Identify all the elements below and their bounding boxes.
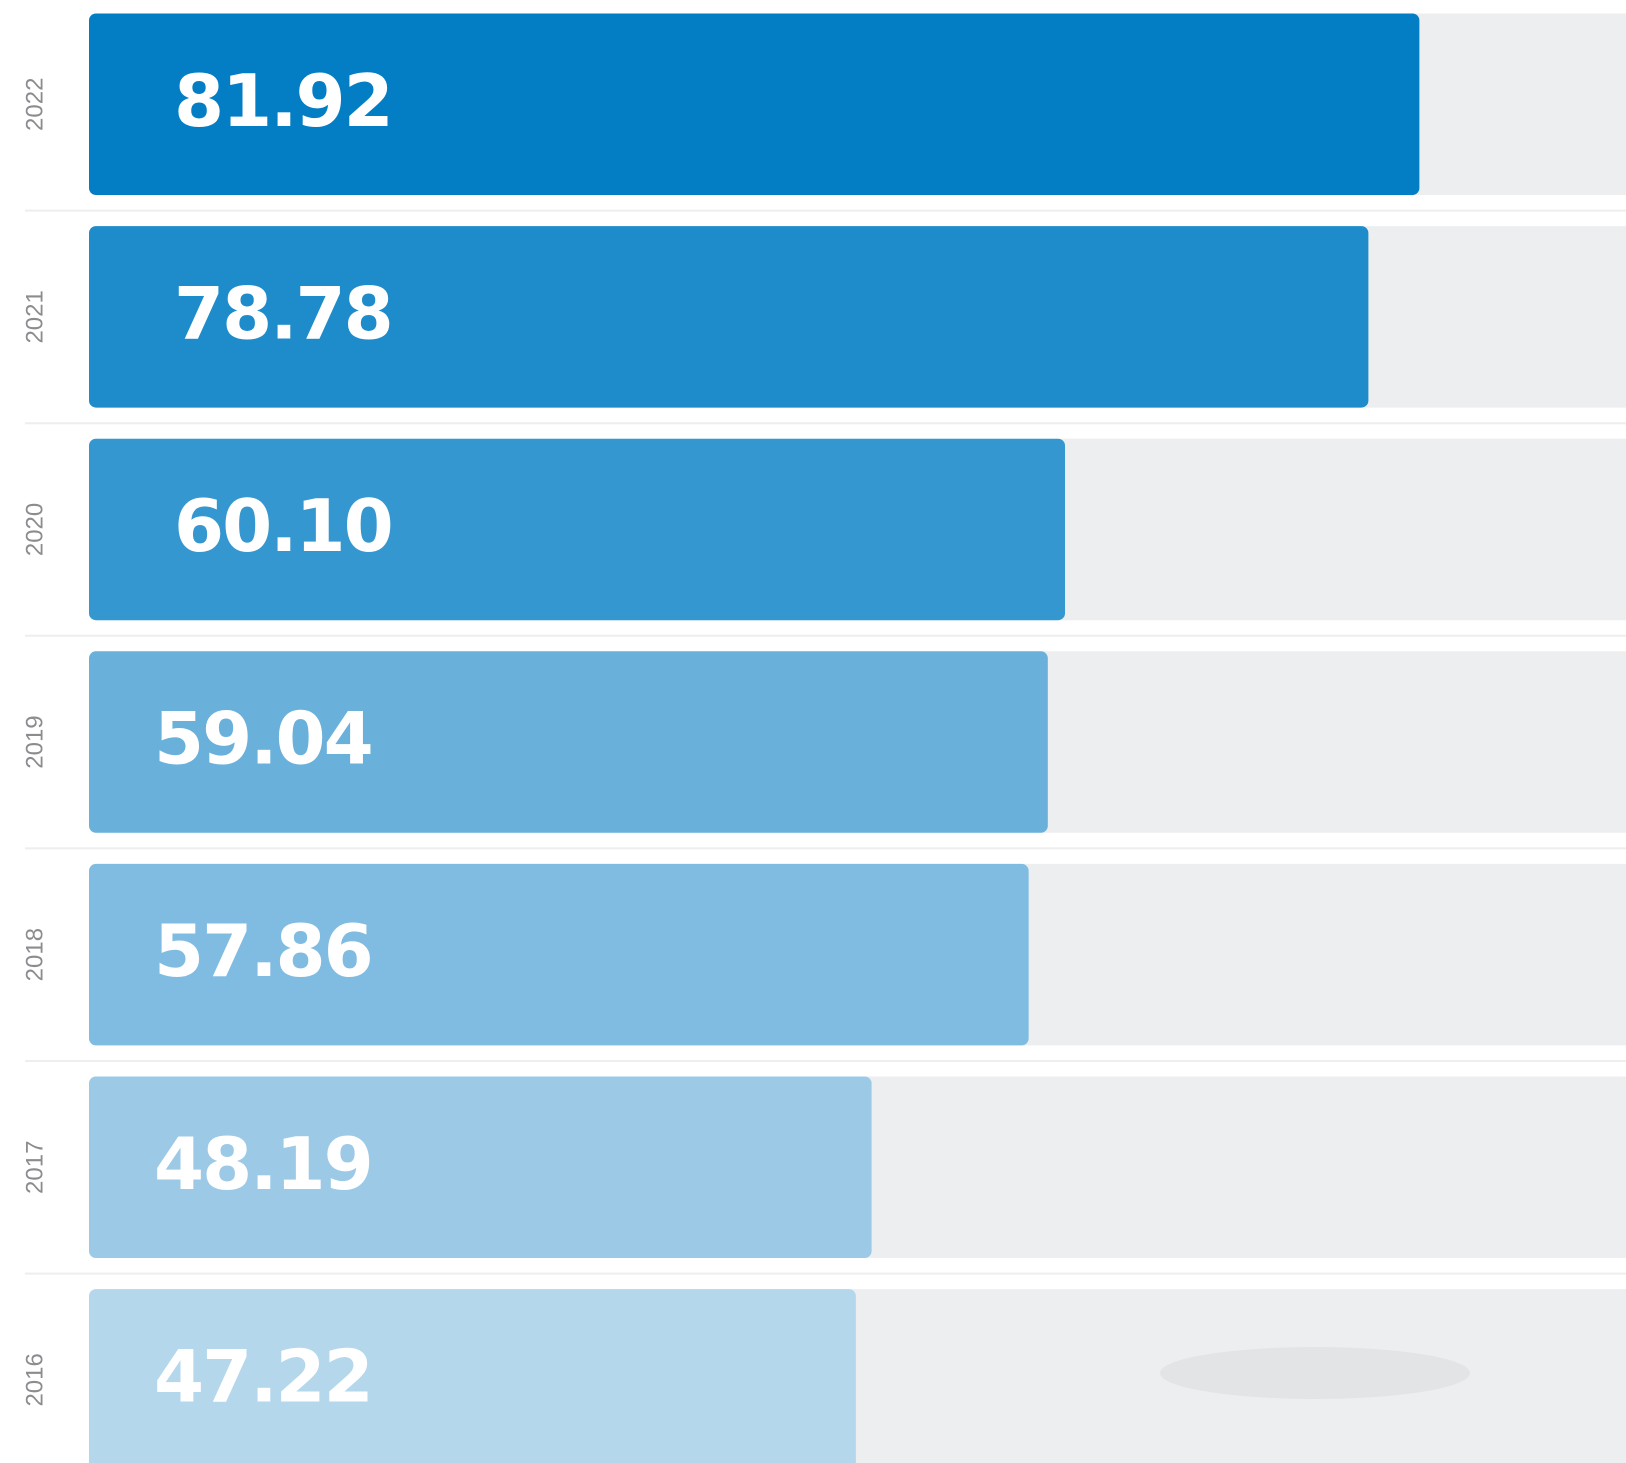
y-tick-label: 2020 bbox=[21, 503, 48, 556]
value-label: 47.22 bbox=[154, 1334, 372, 1418]
value-label: 78.78 bbox=[174, 271, 392, 355]
value-label: 57.86 bbox=[154, 909, 372, 993]
y-tick-label: 2017 bbox=[21, 1141, 48, 1194]
value-label: 48.19 bbox=[154, 1122, 372, 1206]
y-tick-label: 2019 bbox=[21, 715, 48, 768]
value-label: 59.04 bbox=[154, 697, 372, 781]
y-tick-label: 2018 bbox=[21, 928, 48, 981]
page: 2022 81.92 2021 78.78 2020 60.10 2019 59.04 2018… bbox=[0, 0, 1626, 1463]
y-tick-label: 2021 bbox=[21, 290, 48, 343]
value-label: 81.92 bbox=[174, 59, 392, 143]
y-tick-label: 2022 bbox=[21, 78, 48, 131]
value-label: 60.10 bbox=[174, 484, 392, 568]
chart: 2022 81.92 2021 78.78 2020 60.10 2019 59.04 2018… bbox=[0, 0, 1626, 1463]
y-tick-label: 2016 bbox=[21, 1353, 48, 1406]
shadow bbox=[1160, 1347, 1470, 1399]
